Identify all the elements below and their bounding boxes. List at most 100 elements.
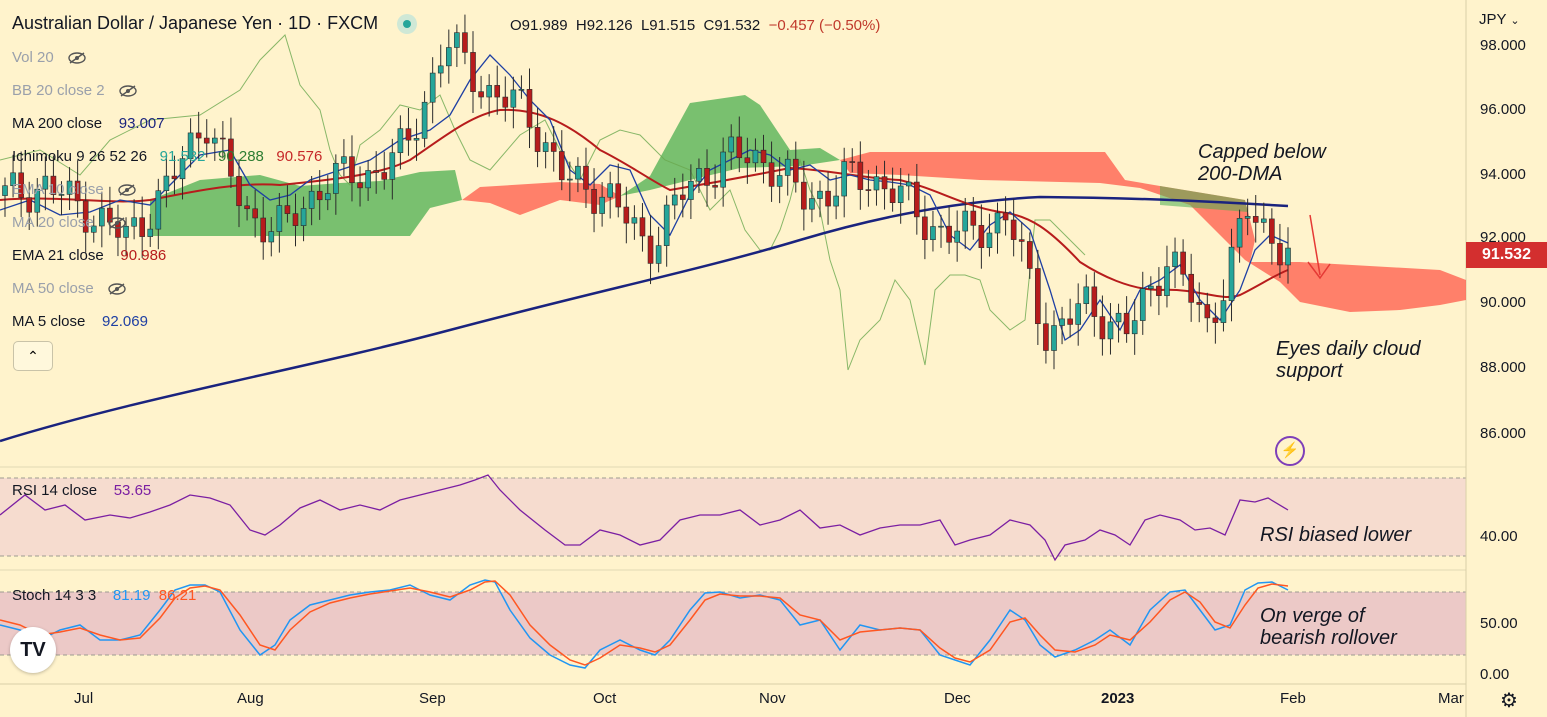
candle-bull (905, 181, 912, 187)
legend-ichimoku-v3: 90.576 (276, 148, 323, 165)
legend-rsi[interactable]: RSI 14 close 53.65 (12, 482, 151, 499)
candle-bull (1285, 247, 1291, 266)
candle-bear (881, 176, 888, 190)
candle-bear (107, 207, 113, 223)
candle-bear (801, 181, 807, 210)
time-label-oct: Oct (593, 690, 617, 707)
symbol-title[interactable]: Australian Dollar / Japanese Yen · 1D · … (12, 13, 418, 35)
currency-selector[interactable]: JPY ⌄ (1479, 11, 1520, 28)
candle-bear (1212, 317, 1219, 323)
legend-ma5-value: 92.069 (102, 313, 148, 330)
hidden-eye-icon[interactable] (108, 283, 126, 295)
price-label-88: 88.000 (1480, 359, 1526, 376)
note-stoch-line1: On verge of (1260, 605, 1365, 627)
candles-group (2, 14, 1291, 370)
legend-ema10[interactable]: EMA 10 close (12, 181, 136, 198)
candle-bull (696, 168, 702, 182)
candle-bear (978, 225, 985, 248)
candle-bear (712, 185, 718, 188)
lightning-icon[interactable]: ⚡ (1275, 436, 1305, 466)
candle-bull (308, 190, 315, 209)
legend-ma20-label: MA 20 close (12, 214, 94, 231)
candle-bull (1131, 320, 1138, 335)
note-eyes-line1: Eyes daily cloud (1276, 338, 1421, 360)
candle-bear (583, 165, 589, 190)
candle-bear (373, 170, 379, 173)
note-eyes: Eyes daily cloud support (1276, 338, 1421, 382)
candle-bull (728, 136, 735, 153)
candle-bull (873, 176, 880, 191)
legend-vol[interactable]: Vol 20 (12, 49, 86, 66)
candle-bear (260, 217, 267, 243)
price-label-96: 96.000 (1480, 101, 1526, 118)
collapse-legend-button[interactable]: ⌃ (13, 341, 53, 371)
candle-bear (1099, 316, 1106, 340)
candle-bull (510, 89, 517, 108)
candle-bull (341, 156, 347, 164)
candle-bear (760, 149, 767, 164)
note-capped: Capped below 200-DMA (1198, 141, 1326, 185)
candle-bull (454, 32, 460, 48)
legend-stoch-d: 86.21 (158, 587, 197, 604)
hidden-eye-icon[interactable] (68, 52, 86, 64)
legend-stoch[interactable]: Stoch 14 3 3 81.19 86.21 (12, 587, 196, 604)
legend-ma200[interactable]: MA 200 close 93.007 (12, 115, 165, 132)
candle-bear (82, 200, 89, 233)
candle-bear (1269, 218, 1275, 244)
legend-ichimoku[interactable]: Ichimoku 9 26 52 26 91.532 90.288 90.576 (12, 148, 322, 165)
candle-bear (50, 175, 57, 195)
gear-icon[interactable]: ⚙ (1500, 690, 1518, 712)
candle-bear (865, 189, 872, 191)
candle-bull (123, 225, 129, 238)
legend-rsi-label: RSI 14 close (12, 482, 98, 499)
candle-bull (986, 232, 993, 248)
candle-bear (744, 157, 751, 164)
hidden-eye-icon[interactable] (119, 85, 137, 97)
ohlc-low: L91.515 (640, 17, 696, 34)
legend-ma5[interactable]: MA 5 close 92.069 (12, 313, 148, 330)
candle-bear (704, 168, 710, 186)
hidden-eye-icon[interactable] (118, 184, 136, 196)
ma5-line (0, 54, 1289, 342)
candle-bull (1260, 218, 1267, 223)
candle-bear (1043, 323, 1049, 351)
legend-ma50[interactable]: MA 50 close (12, 280, 126, 297)
candle-bull (752, 149, 759, 164)
candle-bear (526, 89, 533, 128)
time-label-mar: Mar (1438, 690, 1464, 707)
candle-bull (930, 226, 936, 241)
ohlc-readout: O91.989 H92.126 L91.515 C91.532 −0.457 (… (510, 17, 880, 34)
candle-bear (647, 235, 654, 264)
candle-bull (567, 178, 573, 181)
legend-ma20[interactable]: MA 20 close (12, 214, 126, 231)
candle-bull (720, 151, 726, 188)
ohlc-open: O91.989 (510, 17, 568, 34)
candle-bull (1228, 246, 1235, 301)
candle-bull (276, 205, 283, 232)
candle-bull (631, 217, 638, 224)
candle-bull (1051, 325, 1057, 351)
hidden-eye-icon[interactable] (108, 217, 126, 229)
candle-bull (1244, 216, 1251, 219)
note-eyes-line2: support (1276, 360, 1343, 382)
candle-bear (349, 156, 355, 184)
time-label-sep: Sep (419, 690, 446, 707)
ichimoku-cloud-bear-2 (840, 152, 1466, 312)
candle-bull (1139, 288, 1146, 321)
candle-bear (1067, 318, 1073, 325)
candle-bull (42, 175, 49, 190)
candle-bull (1107, 321, 1114, 340)
candle-bear (18, 172, 24, 198)
candle-bear (1156, 285, 1162, 296)
candle-bull (437, 65, 444, 74)
candle-bear (680, 194, 686, 200)
candle-bull (155, 190, 162, 230)
candle-bull (1172, 251, 1178, 267)
tradingview-logo[interactable]: TV (10, 627, 56, 673)
legend-bb[interactable]: BB 20 close 2 (12, 82, 137, 99)
legend-rsi-value: 53.65 (113, 482, 152, 499)
legend-ema21[interactable]: EMA 21 close 90.986 (12, 247, 166, 264)
ichimoku-cloud-bull-3 (1160, 186, 1248, 212)
price-label-92: 92.000 (1480, 229, 1526, 246)
candle-bear (220, 137, 226, 140)
